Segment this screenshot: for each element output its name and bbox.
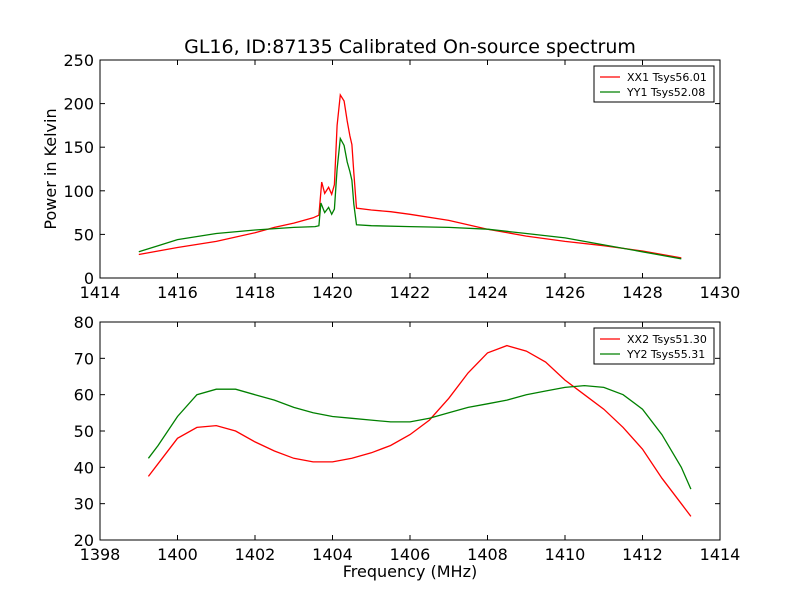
- x-tick-label: 1420: [312, 283, 353, 302]
- y-tick-label: 50: [74, 225, 94, 244]
- x-tick-label: 1426: [545, 283, 586, 302]
- y-tick-label: 150: [63, 138, 94, 157]
- series-line-yy1: [138, 136, 682, 260]
- y-tick-label: 100: [63, 182, 94, 201]
- x-tick-label: 1430: [700, 283, 741, 302]
- x-tick-label: 1398: [80, 545, 121, 564]
- bottom-panel: 1398 1400 1402 1404 1406 1408 1410 1412 1414 20 30…: [74, 313, 741, 581]
- x-axis-label: Frequency (MHz): [343, 562, 477, 581]
- y-tick-label: 40: [74, 458, 94, 477]
- y-tick-label: 30: [74, 495, 94, 514]
- y-tick-label: 250: [63, 51, 94, 70]
- legend-label: XX2 Tsys51.30: [627, 333, 707, 346]
- series-line-yy2: [147, 384, 692, 490]
- x-tick-label: 1410: [545, 545, 586, 564]
- x-tick-label: 1414: [80, 283, 121, 302]
- x-tick-label: 1424: [467, 283, 508, 302]
- x-tick-label: 1402: [235, 545, 276, 564]
- y-tick-label: 60: [74, 386, 94, 405]
- y-tick-label: 70: [74, 349, 94, 368]
- x-tick-label: 1408: [467, 545, 508, 564]
- x-tick-label: 1406: [390, 545, 431, 564]
- top-panel: 1414 1416 1418 1420 1422 1424 1426 1428 1430 0 50 1…: [41, 51, 740, 302]
- y-tick-label: 80: [74, 313, 94, 332]
- x-tick-label: 1428: [622, 283, 663, 302]
- legend-label: XX1 Tsys56.01: [627, 71, 707, 84]
- y-tick-label: 50: [74, 422, 94, 441]
- legend-box: [593, 65, 715, 103]
- x-tick-label: 1418: [235, 283, 276, 302]
- x-tick-label: 1412: [622, 545, 663, 564]
- legend-label: YY2 Tsys55.31: [626, 348, 705, 361]
- x-tick-label: 1400: [157, 545, 198, 564]
- x-tick-label: 1422: [390, 283, 431, 302]
- x-tick-label: 1416: [157, 283, 198, 302]
- series-line-xx2: [147, 344, 692, 517]
- y-tick-label: 200: [63, 95, 94, 114]
- x-tick-label: 1414: [700, 545, 741, 564]
- legend-box: [593, 327, 715, 365]
- x-tick-label: 1404: [312, 545, 353, 564]
- y-axis-label: Power in Kelvin: [41, 108, 60, 229]
- legend: XX2 Tsys51.30 YY2 Tsys55.31: [593, 327, 715, 365]
- legend: XX1 Tsys56.01 YY1 Tsys52.08: [593, 65, 715, 103]
- legend-label: YY1 Tsys52.08: [626, 86, 705, 99]
- y-tick-label: 20: [74, 531, 94, 550]
- chart-title: GL16, ID:87135 Calibrated On-source spec…: [184, 36, 636, 58]
- y-tick-label: 0: [84, 269, 94, 288]
